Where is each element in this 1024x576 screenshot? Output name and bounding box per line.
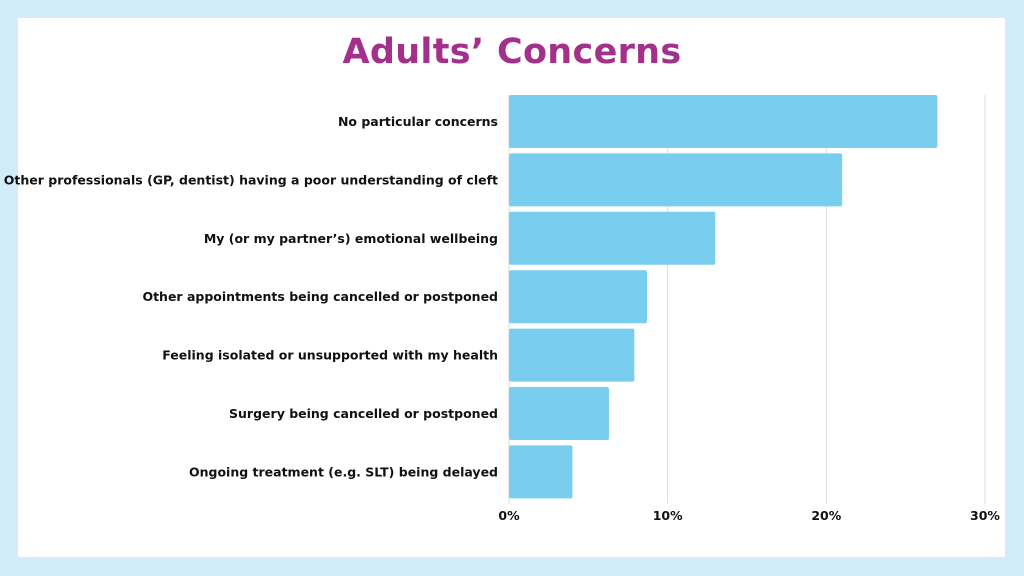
x-tick-label-1: 10% (653, 508, 683, 523)
bar-0 (509, 95, 938, 148)
category-label-1: Other professionals (GP, dentist) having… (4, 172, 498, 187)
category-label-2: My (or my partner’s) emotional wellbeing (204, 231, 498, 246)
category-label-5: Surgery being cancelled or postponed (229, 406, 498, 421)
x-tick-label-3: 30% (970, 508, 1000, 523)
bar-6 (509, 445, 573, 499)
bar-5 (509, 387, 609, 440)
bar-2 (509, 211, 716, 265)
bar-1 (509, 153, 843, 207)
x-tick-label-2: 20% (811, 508, 841, 523)
category-label-0: No particular concerns (338, 114, 498, 129)
bar-3 (509, 270, 648, 324)
category-label-4: Feeling isolated or unsupported with my … (162, 348, 498, 363)
category-label-6: Ongoing treatment (e.g. SLT) being delay… (189, 464, 498, 479)
category-label-3: Other appointments being cancelled or po… (142, 289, 498, 304)
chart-title: Adults’ Concerns (342, 32, 682, 72)
x-tick-label-0: 0% (498, 508, 520, 523)
bar-4 (509, 328, 635, 382)
